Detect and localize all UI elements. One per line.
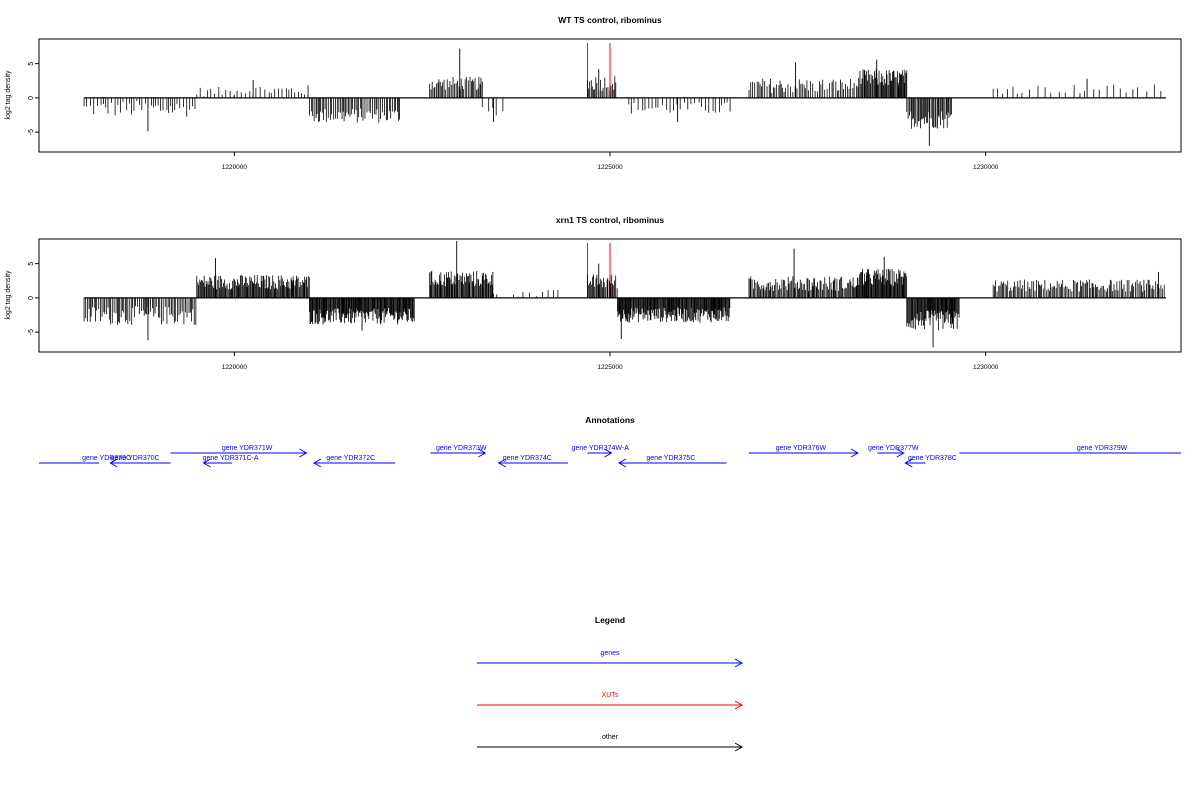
x-tick-label: 1225000: [597, 364, 623, 371]
y-tick-label: 0: [28, 96, 35, 100]
legend-item-label: other: [602, 734, 619, 741]
gene-label: gene YDR376W: [776, 445, 827, 452]
legend-item-label: XUTs: [602, 692, 619, 699]
legend-item-arrowhead: [734, 742, 744, 752]
gene-label: gene YDR370C: [82, 455, 131, 462]
legend-item-arrowhead: [734, 658, 744, 668]
legend-item-arrowhead: [734, 700, 744, 710]
legend-title: Legend: [595, 615, 625, 625]
gene-arrowhead: [299, 448, 308, 458]
x-tick-label: 1225000: [597, 164, 623, 171]
gene-arrowhead: [604, 448, 613, 458]
x-tick-label: 1230000: [973, 364, 999, 371]
gene-label: gene YDR374C: [503, 455, 552, 462]
track-title: WT TS control, ribominus: [558, 15, 662, 25]
gene-arrowhead: [850, 448, 859, 458]
gene-arrowhead: [618, 458, 627, 468]
track-wt-ts-control: WT TS control, ribominus log2 tag densit…: [5, 15, 1182, 171]
y-axis-label: log2 tag density: [5, 270, 12, 320]
gene-arrowhead: [312, 458, 322, 468]
y-axis-label: log2 tag density: [5, 70, 12, 120]
x-axis: 1220000 1225000 1230000: [222, 352, 999, 371]
x-axis: 1220000 1225000 1230000: [222, 152, 999, 171]
y-tick-label: -5: [28, 329, 35, 335]
y-axis: -5 0 5: [28, 62, 39, 135]
y-tick-label: 5: [28, 62, 35, 66]
gene-label: gene YDR379W: [1077, 445, 1128, 452]
x-tick-label: 1220000: [222, 364, 248, 371]
gene-arrowhead: [109, 458, 118, 468]
gene-arrowhead: [896, 448, 905, 458]
track-title: xrn1 TS control, ribominus: [556, 215, 664, 225]
gene-label: gene YDR375C: [646, 455, 695, 462]
legend: Legend genes XUTs other: [477, 615, 744, 752]
x-tick-label: 1220000: [222, 164, 248, 171]
track-xrn1-ts-control: xrn1 TS control, ribominus log2 tag dens…: [5, 215, 1182, 371]
x-tick-label: 1230000: [973, 164, 999, 171]
gene-label: gene YDR373W: [436, 445, 487, 452]
gene-arrowhead: [202, 458, 211, 468]
gene-label: gene YDR374W-A: [572, 445, 630, 452]
gene-label: gene YDR370C: [111, 455, 160, 462]
y-tick-label: 5: [28, 262, 35, 266]
gene-arrowhead: [478, 448, 487, 458]
gene-label: gene YDR371C-A: [203, 455, 259, 462]
density-bars: [83, 241, 1166, 348]
gene-label: gene YDR372C: [326, 455, 375, 462]
gene-label: gene YDR377W: [868, 445, 919, 452]
y-tick-label: 0: [28, 296, 35, 300]
density-bars: [83, 43, 1166, 146]
legend-item-label: genes: [600, 650, 620, 657]
gene-label: gene YDR371W: [222, 445, 273, 452]
gene-label: gene YDR378C: [908, 455, 957, 462]
y-tick-label: -5: [28, 129, 35, 135]
legend-items: genes XUTs other: [477, 650, 744, 752]
annotations-title: Annotations: [585, 415, 635, 425]
gene-arrowhead: [497, 458, 507, 468]
y-axis: -5 0 5: [28, 262, 39, 335]
gene-arrowhead: [904, 458, 913, 468]
